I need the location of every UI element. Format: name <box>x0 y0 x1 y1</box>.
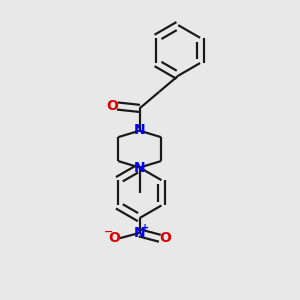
Text: O: O <box>108 231 120 245</box>
Text: N: N <box>134 160 146 175</box>
Text: +: + <box>142 223 150 232</box>
Text: −: − <box>103 227 113 237</box>
Text: O: O <box>106 99 118 113</box>
Text: O: O <box>159 231 171 245</box>
Text: N: N <box>134 226 146 240</box>
Text: N: N <box>134 123 146 137</box>
